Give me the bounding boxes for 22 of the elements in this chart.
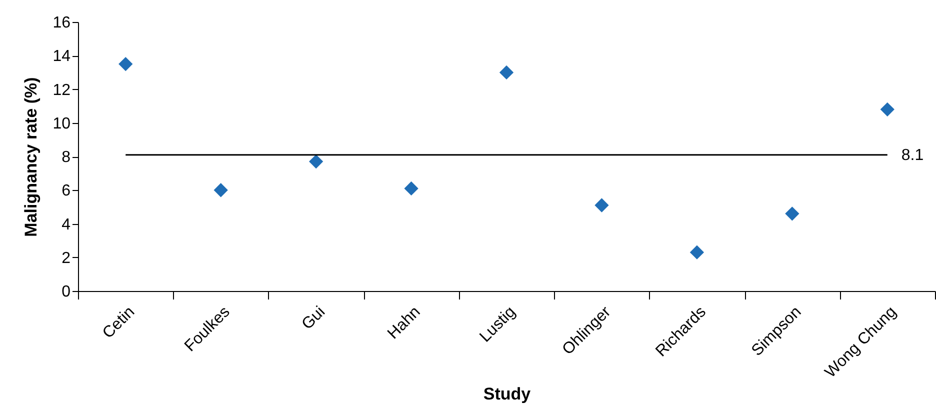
y-tick-label: 2 xyxy=(62,250,71,267)
y-tick-label: 14 xyxy=(52,48,71,66)
ref-line-label: 8.1 xyxy=(901,146,924,164)
y-axis-title: Malignancy rate (%) xyxy=(22,77,41,237)
point xyxy=(499,65,514,80)
y-tick-label: 0 xyxy=(62,284,71,300)
y-tick-label: 16 xyxy=(52,14,71,32)
x-axis-title: Study xyxy=(483,384,532,404)
point xyxy=(308,154,324,169)
y-tick-label: 4 xyxy=(62,216,71,234)
point xyxy=(785,206,800,221)
point xyxy=(594,198,609,212)
point xyxy=(404,181,418,196)
point xyxy=(690,245,704,260)
y-tick-label: 6 xyxy=(62,182,71,200)
y-tick-label: 12 xyxy=(52,82,71,99)
point xyxy=(214,183,228,198)
x-tick-label: Gui xyxy=(298,304,329,334)
point xyxy=(118,56,133,72)
y-tick-label: 10 xyxy=(52,115,71,132)
point xyxy=(880,102,894,116)
y-tick-label: 8 xyxy=(62,149,71,166)
